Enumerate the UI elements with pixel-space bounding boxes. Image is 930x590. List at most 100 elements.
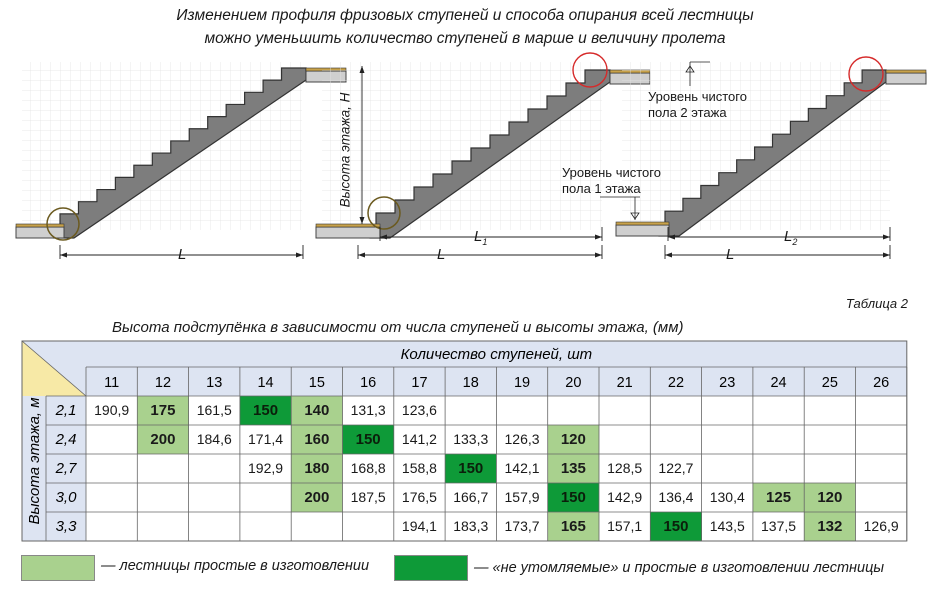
table-cell: 173,7 bbox=[505, 518, 540, 534]
legend-optimal-swatch bbox=[394, 555, 468, 581]
row-header-bg bbox=[46, 396, 86, 541]
cell-highlight bbox=[752, 483, 805, 512]
table-cell: 158,8 bbox=[402, 460, 437, 476]
stair-body-1 bbox=[53, 67, 307, 239]
cell-highlight bbox=[291, 454, 343, 483]
table-title: Высота подступёнка в зависимости от числ… bbox=[112, 319, 684, 336]
support-circle-top-3 bbox=[848, 56, 884, 92]
cell-highlight bbox=[137, 396, 189, 425]
column-header-24: 24 bbox=[770, 375, 786, 391]
column-header-26: 26 bbox=[873, 375, 889, 391]
table-cell: 171,4 bbox=[248, 431, 283, 447]
dim-arrow-b-l-3 bbox=[883, 252, 890, 258]
cell-highlight bbox=[547, 512, 599, 541]
table-cell: 168,8 bbox=[351, 460, 386, 476]
row-header-2,1: 2,1 bbox=[55, 402, 77, 419]
span-label-2: L bbox=[437, 246, 446, 263]
dim-arrow-b-l-2 bbox=[595, 252, 602, 258]
cell-highlight bbox=[291, 425, 343, 454]
support-circle-bottom-1 bbox=[46, 207, 80, 241]
span2-sub: 2 bbox=[792, 237, 798, 247]
level-floor2-line2: пола 2 этажа bbox=[648, 105, 727, 120]
column-header-17: 17 bbox=[411, 375, 427, 391]
caption-line-2: можно уменьшить количество ступеней в ма… bbox=[204, 30, 726, 47]
table-cell: 200 bbox=[150, 431, 175, 448]
column-header-22: 22 bbox=[668, 375, 684, 391]
table-cell: 161,5 bbox=[197, 402, 232, 418]
column-header-16: 16 bbox=[360, 375, 376, 391]
support-circle-top-2 bbox=[572, 52, 608, 88]
cell-highlight bbox=[291, 396, 343, 425]
level-floor1-line1: Уровень чистого bbox=[562, 165, 661, 180]
grid-bg-1 bbox=[22, 62, 302, 230]
span-label-1: L bbox=[178, 246, 187, 263]
cell-highlight bbox=[547, 454, 599, 483]
floor1-finish-3 bbox=[615, 221, 670, 226]
table-cell: 150 bbox=[561, 489, 586, 506]
table-cell: 190,9 bbox=[94, 402, 129, 418]
floor1-finish-2 bbox=[315, 223, 381, 228]
row-header-2,4: 2,4 bbox=[55, 431, 77, 448]
table-cell: 142,9 bbox=[607, 489, 642, 505]
table-number: Таблица 2 bbox=[845, 296, 908, 311]
table-cell: 175 bbox=[150, 402, 175, 419]
table-cell: 165 bbox=[561, 518, 586, 535]
column-header-15: 15 bbox=[309, 375, 325, 391]
floor1-finish-1 bbox=[15, 223, 65, 228]
column-header-14: 14 bbox=[257, 375, 273, 391]
cell-highlight bbox=[291, 483, 343, 512]
table-cell: 136,4 bbox=[658, 489, 693, 505]
table-cell: 157,1 bbox=[607, 518, 642, 534]
dim-arrow-a-l1 bbox=[380, 234, 387, 240]
grid-bg-2 bbox=[322, 62, 602, 230]
table-cell: 160 bbox=[304, 431, 329, 448]
dim-arrow-a-l-3 bbox=[665, 252, 672, 258]
cell-highlight bbox=[547, 483, 599, 512]
column-header-12: 12 bbox=[155, 375, 171, 391]
table-cell: 142,1 bbox=[505, 460, 540, 476]
table-header-bg bbox=[22, 341, 907, 396]
table-cell: 126,9 bbox=[864, 518, 899, 534]
row-header-2,7: 2,7 bbox=[55, 460, 78, 477]
cell-highlight bbox=[804, 512, 856, 541]
table-cell: 141,2 bbox=[402, 431, 437, 447]
table-cell: 180 bbox=[304, 460, 329, 477]
span2-letter: L bbox=[784, 228, 793, 245]
table-cell: 135 bbox=[561, 460, 586, 477]
table-cell: 120 bbox=[817, 489, 842, 506]
dim-arrow-b-l bbox=[296, 252, 303, 258]
level-floor1-label: Уровень чистого пола 1 этажа bbox=[562, 165, 661, 197]
column-header-23: 23 bbox=[719, 375, 735, 391]
row-group-header: Высота этажа, м bbox=[26, 397, 43, 524]
column-header-21: 21 bbox=[617, 375, 633, 391]
column-header-19: 19 bbox=[514, 375, 530, 391]
cell-highlight bbox=[137, 425, 189, 454]
level-floor1-line2: пола 1 этажа bbox=[562, 181, 641, 196]
cell-highlight bbox=[342, 425, 394, 454]
table-cell: 200 bbox=[304, 489, 329, 506]
span1-letter: L bbox=[474, 228, 483, 245]
table-cell: 192,9 bbox=[248, 460, 283, 476]
support-circle-bottom-2 bbox=[367, 196, 401, 230]
legend-simple-swatch bbox=[21, 555, 95, 581]
cell-highlight bbox=[445, 454, 497, 483]
legend-optimal-label: — «не утомляемые» и простые в изготовлен… bbox=[474, 560, 885, 576]
dim-arrow-b-l1 bbox=[595, 234, 602, 240]
column-group-header: Количество ступеней, шт bbox=[401, 346, 593, 363]
column-header-20: 20 bbox=[565, 375, 581, 391]
table-cell: 183,3 bbox=[453, 518, 488, 534]
table-cell: 143,5 bbox=[710, 518, 745, 534]
row-header-3,3: 3,3 bbox=[56, 518, 78, 535]
table-cell: 125 bbox=[766, 489, 791, 506]
level-floor2-line1: Уровень чистого bbox=[648, 89, 747, 104]
dim-arrow-a-l-2 bbox=[358, 252, 365, 258]
table-cell: 130,4 bbox=[710, 489, 745, 505]
table-cell: 150 bbox=[663, 518, 688, 535]
table-cell: 166,7 bbox=[453, 489, 488, 505]
level1-mark bbox=[630, 212, 640, 220]
table-cell: 184,6 bbox=[197, 431, 232, 447]
span2-label: L2 bbox=[784, 228, 797, 247]
dim-arrow-b-l2 bbox=[883, 234, 890, 240]
table-cell: 131,3 bbox=[351, 402, 386, 418]
stair-drawings bbox=[15, 52, 927, 259]
